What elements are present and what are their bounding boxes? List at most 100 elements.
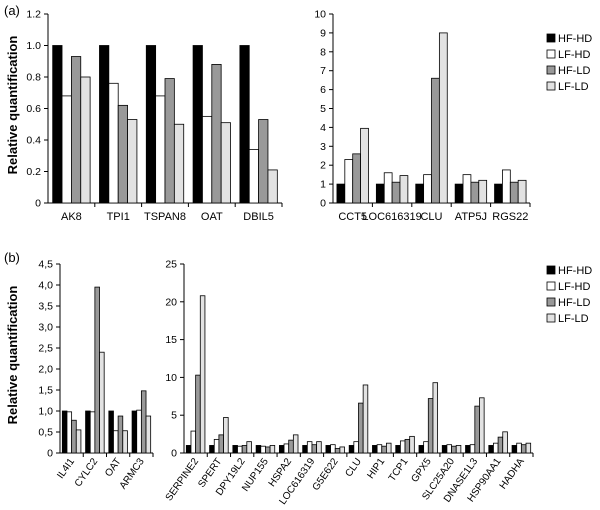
y-tick-label: 3 [320, 141, 326, 153]
bar-hf-ld-hspa2 [288, 439, 294, 454]
bar-hf-ld-cct5 [352, 153, 361, 204]
y-tick-label: 4,0 [38, 280, 53, 292]
bar-lf-ld-hip1 [386, 442, 392, 454]
bar-lf-ld-oat [122, 430, 128, 454]
bar-lf-hd-hip1 [376, 444, 383, 454]
x-category-label: CLU [420, 211, 442, 223]
bar-lf-hd-tspan8 [155, 95, 166, 204]
bar-hf-hd-spert [209, 445, 215, 454]
bar-hf-hd-gpx5 [418, 445, 425, 454]
bar-lf-ld-ak8 [80, 76, 91, 204]
y-tick-label: 6 [320, 84, 326, 96]
panel-label-b: (b) [4, 250, 20, 265]
legend-label: HF-LD [558, 65, 590, 77]
bar-lf-hd-tcp1 [399, 440, 406, 454]
legend-label: HF-HD [558, 33, 592, 45]
bar-lf-ld-dnase1l3 [479, 397, 485, 454]
bar-hf-ld-rgs22 [509, 181, 519, 204]
bar-lf-hd-gpx5 [423, 441, 429, 454]
bar-hf-hd-ak8 [52, 45, 63, 204]
bar-hf-hd-clu [348, 445, 355, 454]
legend-swatch [546, 65, 556, 75]
bar-lf-hd-il4i1 [66, 411, 73, 454]
y-tick-label: 15 [165, 334, 177, 346]
bar-hf-hd-serpine2 [185, 445, 192, 454]
bar-hf-ld-tcp1 [404, 438, 411, 454]
bar-hf-hd-hspa2 [278, 445, 285, 454]
x-category-label: CCT5 [338, 211, 367, 223]
x-category-label: OAT [103, 456, 123, 479]
y-tick-label: 4 [320, 122, 326, 134]
bar-lf-ld-hsp90aa1 [502, 431, 508, 454]
legend-swatch [546, 81, 556, 91]
bar-hf-hd-hsp90aa1 [488, 445, 494, 454]
bar-lf-hd-slc25a20 [446, 444, 452, 454]
bar-lf-ld-tpi1 [127, 119, 138, 204]
bar-hf-ld-dpy19l2 [241, 445, 248, 454]
bar-hf-hd-dbil5 [239, 45, 250, 204]
x-category-label: LOC616319 [362, 211, 421, 223]
bar-hf-ld-ak8 [71, 56, 82, 204]
bar-lf-hd-tpi1 [108, 82, 119, 204]
bar-hf-hd-loc616319 [302, 445, 308, 454]
bar-hf-ld-hadha [520, 444, 527, 454]
bar-hf-ld-cylc2 [94, 286, 100, 454]
legend-swatch [546, 281, 556, 291]
bar-lf-ld-armc3 [145, 415, 152, 454]
bar-hf-ld-g5e622 [334, 448, 341, 454]
bar-lf-ld-clu [362, 384, 369, 454]
bar-hf-hd-tpi1 [99, 45, 110, 204]
legend-swatch [546, 49, 556, 59]
bar-lf-hd-serpine2 [190, 430, 197, 454]
bar-hf-ld-gpx5 [427, 398, 434, 454]
bar-lf-ld-oat [220, 122, 231, 204]
bar-hf-hd-nup155 [255, 445, 262, 454]
panel-label-a: (a) [4, 3, 20, 18]
bar-lf-hd-g5e622 [330, 444, 336, 454]
bar-hf-ld-loc616319 [391, 181, 401, 204]
charts-layer: 0 0.2 0.4 0.6 0.8 1.0 1.2 AK8 TPI1 TSPAN8 OAT DBIL5… [26, 9, 592, 507]
x-category-label: AK8 [61, 211, 82, 223]
bar-lf-ld-nup155 [269, 445, 276, 454]
bar-lf-ld-loc616319 [316, 441, 322, 454]
bar-hf-ld-oat [211, 64, 222, 204]
bar-lf-hd-oat [113, 430, 119, 454]
legend: HF-HD LF-HD HF-LD LF-LD [546, 33, 592, 93]
bar-lf-ld-tspan8 [173, 123, 185, 204]
y-tick-label: 9 [320, 27, 326, 39]
chart-1: 0 0.2 0.4 0.6 0.8 1.0 1.2 AK8 TPI1 TSPAN8 OAT DBIL5 [26, 9, 283, 223]
bar-lf-hd-cct5 [344, 159, 354, 204]
bar-lf-ld-atp5j [478, 179, 488, 204]
bar-lf-hd-hspa2 [283, 443, 290, 454]
bar-lf-hd-loc616319 [383, 172, 393, 204]
x-category-label: RGS22 [492, 211, 528, 223]
legend-label: HF-LD [558, 297, 590, 309]
bar-hf-ld-slc25a20 [451, 445, 457, 454]
y-tick-label: 1,5 [38, 385, 53, 397]
y-axis-label-b: Relative quantification [5, 286, 20, 425]
bar-lf-hd-dbil5 [248, 149, 260, 204]
bar-hf-hd-tcp1 [395, 445, 401, 454]
x-category-label: ATP5J [455, 211, 487, 223]
bar-lf-ld-gpx5 [432, 382, 439, 454]
bar-lf-ld-rgs22 [517, 179, 527, 204]
x-category-label: ARMC3 [118, 456, 147, 491]
bar-lf-hd-dpy19l2 [237, 445, 243, 454]
bar-hf-hd-il4i1 [61, 410, 68, 454]
x-category-label: TCP1 [387, 456, 411, 484]
bar-hf-hd-hadha [511, 445, 518, 454]
y-tick-label: 5 [171, 410, 177, 422]
y-tick-label: 10 [314, 9, 326, 21]
bar-lf-hd-ak8 [61, 95, 72, 204]
bar-hf-hd-armc3 [131, 410, 138, 454]
y-tick-label: 0 [320, 198, 326, 210]
bar-lf-hd-clu [353, 441, 359, 454]
bar-lf-ld-dpy19l2 [246, 441, 252, 454]
bar-hf-hd-tspan8 [145, 45, 157, 204]
legend-label: LF-LD [558, 81, 589, 93]
y-tick-label: 0 [47, 448, 53, 460]
bar-hf-hd-cct5 [336, 183, 346, 204]
bar-lf-ld-serpine2 [199, 295, 206, 454]
